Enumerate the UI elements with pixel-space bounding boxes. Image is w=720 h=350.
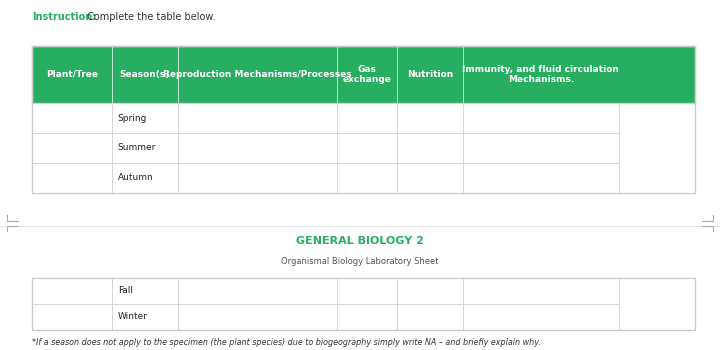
Text: GENERAL BIOLOGY 2: GENERAL BIOLOGY 2 <box>296 236 424 246</box>
Text: Instruction:: Instruction: <box>32 12 96 22</box>
Text: Immunity, and fluid circulation
Mechanisms.: Immunity, and fluid circulation Mechanis… <box>462 65 619 84</box>
FancyBboxPatch shape <box>397 304 463 330</box>
FancyBboxPatch shape <box>32 46 695 103</box>
FancyBboxPatch shape <box>112 133 178 163</box>
FancyBboxPatch shape <box>337 278 397 304</box>
FancyBboxPatch shape <box>32 133 112 163</box>
FancyBboxPatch shape <box>178 304 337 330</box>
FancyBboxPatch shape <box>32 304 112 330</box>
Text: Gas
exchange: Gas exchange <box>343 65 392 84</box>
Text: Spring: Spring <box>117 114 147 122</box>
Text: Organismal Biology Laboratory Sheet: Organismal Biology Laboratory Sheet <box>282 257 438 266</box>
FancyBboxPatch shape <box>397 103 463 133</box>
FancyBboxPatch shape <box>178 133 337 163</box>
FancyBboxPatch shape <box>32 278 112 304</box>
FancyBboxPatch shape <box>463 103 618 133</box>
FancyBboxPatch shape <box>32 103 112 133</box>
Text: Reproduction Mechanisms/Processes: Reproduction Mechanisms/Processes <box>163 70 352 79</box>
Text: Complete the table below.: Complete the table below. <box>84 12 216 22</box>
FancyBboxPatch shape <box>112 103 178 133</box>
Text: Nutrition: Nutrition <box>407 70 453 79</box>
FancyBboxPatch shape <box>178 103 337 133</box>
FancyBboxPatch shape <box>337 304 397 330</box>
FancyBboxPatch shape <box>397 133 463 163</box>
Text: Plant/Tree: Plant/Tree <box>46 70 98 79</box>
FancyBboxPatch shape <box>397 163 463 192</box>
FancyBboxPatch shape <box>112 304 178 330</box>
FancyBboxPatch shape <box>337 133 397 163</box>
FancyBboxPatch shape <box>32 163 112 192</box>
FancyBboxPatch shape <box>178 163 337 192</box>
Text: Autumn: Autumn <box>117 173 153 182</box>
FancyBboxPatch shape <box>463 304 618 330</box>
FancyBboxPatch shape <box>178 278 337 304</box>
FancyBboxPatch shape <box>112 278 178 304</box>
FancyBboxPatch shape <box>463 278 618 304</box>
FancyBboxPatch shape <box>337 103 397 133</box>
FancyBboxPatch shape <box>112 163 178 192</box>
Text: Fall: Fall <box>117 286 132 295</box>
FancyBboxPatch shape <box>397 278 463 304</box>
Text: Season(s): Season(s) <box>120 70 170 79</box>
Text: Winter: Winter <box>117 313 148 321</box>
Text: *If a season does not apply to the specimen (the plant species) due to biogeogra: *If a season does not apply to the speci… <box>32 338 541 347</box>
Text: Summer: Summer <box>117 144 156 152</box>
FancyBboxPatch shape <box>463 163 618 192</box>
FancyBboxPatch shape <box>337 163 397 192</box>
FancyBboxPatch shape <box>463 133 618 163</box>
